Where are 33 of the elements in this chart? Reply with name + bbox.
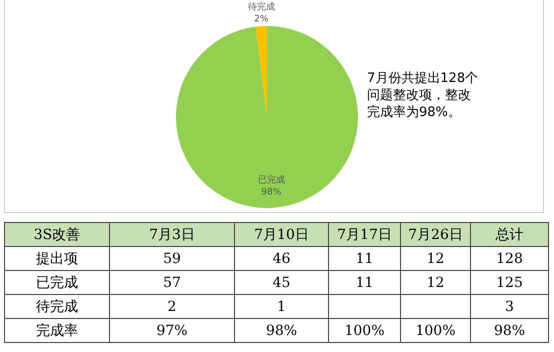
text: 7月份共提出128个问题整改项，整改完成率为98%。: [367, 70, 479, 121]
text: 2: [168, 298, 176, 314]
text: 3S改善: [4, 222, 110, 246]
category-label: 7月3日: [110, 222, 234, 246]
category-label: 7月26日: [400, 222, 470, 246]
text: 57: [163, 274, 181, 290]
text: 128: [496, 250, 523, 266]
text: 12: [426, 250, 444, 266]
text: 98%: [266, 322, 298, 338]
category-label: 总计: [470, 222, 548, 246]
category-label: 7月10日: [234, 222, 328, 246]
category-label: 已完成: [36, 274, 78, 290]
text: 11: [356, 274, 374, 290]
text: 100%: [344, 322, 385, 338]
text: 12: [426, 274, 444, 290]
text: 125: [496, 274, 523, 290]
data-label: 2%: [254, 14, 269, 25]
data-label: 98%: [261, 187, 282, 198]
category-label: 完成率: [36, 322, 78, 338]
slice-label: 已完成: [258, 174, 285, 186]
slice-label: 待完成: [248, 2, 275, 13]
category-label: 提出项: [36, 250, 78, 266]
text: 45: [272, 274, 290, 290]
text: 46: [272, 250, 290, 266]
text: 98%: [494, 322, 526, 338]
text: 1: [277, 298, 286, 314]
category-label: 待完成: [36, 298, 78, 314]
category-label: 7月17日: [328, 222, 400, 246]
text: 3: [505, 298, 514, 314]
text: 100%: [415, 322, 456, 338]
text: 97%: [156, 322, 188, 338]
text: 11: [356, 250, 374, 266]
text: 59: [163, 250, 181, 266]
